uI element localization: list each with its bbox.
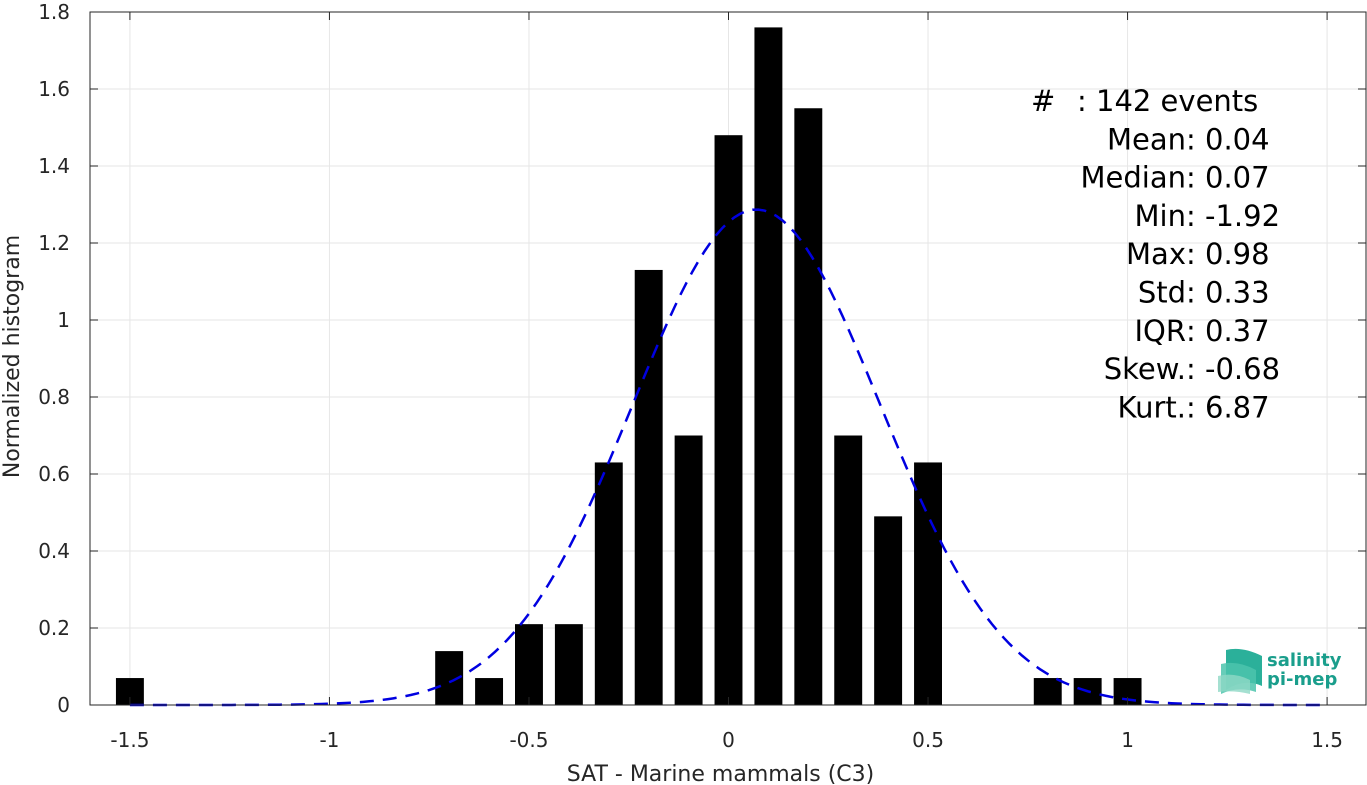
y-tick-label: 1.8	[38, 0, 70, 24]
y-axis-ticks: 0 0.2 0.4 0.6 0.8 1 1.2 1.4 1.6 1.8	[38, 0, 1366, 717]
stat-label: Max	[1126, 237, 1186, 271]
stat-label: IQR	[1134, 314, 1186, 348]
y-tick-label: 1.4	[38, 154, 70, 178]
stat-value: : 0.07	[1186, 161, 1270, 195]
x-tick-label: -0.5	[509, 728, 548, 752]
y-tick-label: 0.6	[38, 462, 70, 486]
x-tick-label: 0	[722, 728, 735, 752]
x-axis-ticks: -1.5 -1 -0.5 0 0.5 1 1.5	[110, 12, 1343, 752]
stat-value: : 6.87	[1186, 390, 1270, 424]
x-tick-label: 1.5	[1311, 728, 1343, 752]
histogram-bar	[515, 624, 543, 705]
salinity-pimep-logo: salinity pi-mep	[1218, 648, 1342, 694]
histogram-bar	[594, 462, 623, 705]
histogram-bar	[874, 516, 903, 705]
histogram-bar	[634, 269, 663, 705]
bars	[115, 27, 1142, 705]
histogram-bar	[674, 435, 703, 705]
stat-label: Kurt.	[1118, 390, 1186, 424]
histogram-bar	[834, 435, 863, 705]
logo-icon	[1218, 648, 1262, 694]
x-tick-label: -1.5	[110, 728, 149, 752]
x-tick-label: -1	[319, 728, 339, 752]
x-axis-label: SAT - Marine mammals (C3)	[567, 762, 875, 785]
y-tick-label: 1.6	[38, 77, 70, 101]
stat-value: : -1.92	[1186, 199, 1280, 233]
y-tick-label: 0	[57, 693, 70, 717]
y-tick-label: 1.2	[38, 231, 70, 255]
histogram-bar	[554, 624, 583, 705]
y-axis-label: Normalized histogram	[0, 235, 25, 478]
stat-value: : 0.98	[1186, 237, 1270, 271]
histogram-bar	[714, 135, 743, 705]
y-tick-label: 0.4	[38, 539, 70, 563]
stat-label: Min	[1135, 199, 1186, 233]
logo-text-pimep: pi-mep	[1267, 669, 1337, 690]
stat-value: : -0.68	[1186, 352, 1280, 386]
stat-value: : 142 events	[1077, 84, 1258, 118]
y-tick-label: 0.2	[38, 616, 70, 640]
stat-label: Median	[1081, 161, 1186, 195]
stat-label: Mean	[1107, 122, 1186, 156]
stat-label: Std	[1138, 276, 1186, 310]
stat-value: : 0.04	[1186, 122, 1270, 156]
x-tick-label: 0.5	[912, 728, 944, 752]
histogram-bar	[914, 462, 942, 705]
stat-label: #	[1031, 84, 1055, 118]
x-tick-label: 1	[1121, 728, 1134, 752]
stat-value: : 0.33	[1186, 276, 1270, 310]
histogram-bar	[1033, 678, 1062, 705]
stat-value: : 0.37	[1186, 314, 1270, 348]
stat-label: Skew.	[1104, 352, 1186, 386]
y-tick-label: 0.8	[38, 385, 70, 409]
y-tick-label: 1	[57, 308, 70, 332]
histogram-bar	[475, 678, 504, 705]
histogram-bar	[754, 27, 783, 705]
histogram-bar	[794, 108, 823, 705]
logo-text-salinity: salinity	[1267, 650, 1342, 671]
